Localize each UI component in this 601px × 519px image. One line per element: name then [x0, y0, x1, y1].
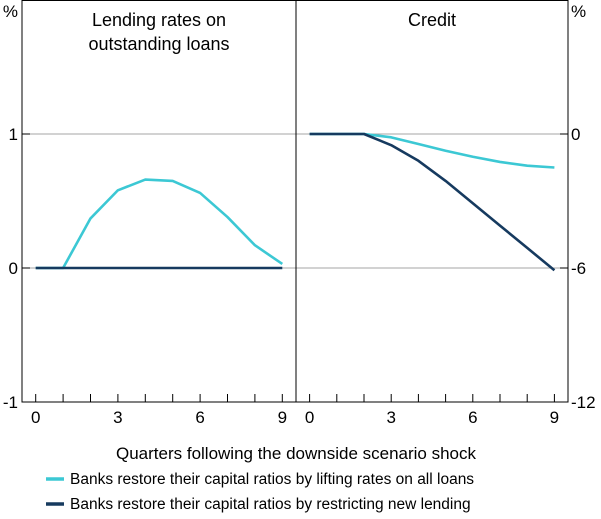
series-line-1 [309, 132, 555, 169]
y-tick-label: 0 [9, 259, 18, 278]
x-tick-label: 0 [31, 408, 40, 427]
x-tick-label: 3 [113, 408, 122, 427]
panel-title: Credit [408, 10, 456, 30]
panel-title: outstanding loans [88, 34, 229, 54]
x-tick-label: 9 [550, 408, 559, 427]
y-tick-label: 1 [9, 125, 18, 144]
x-tick-label: 9 [278, 408, 287, 427]
legend: Banks restore their capital ratios by li… [46, 471, 474, 513]
unit-label: % [571, 2, 586, 21]
y-tick-label: -12 [571, 393, 596, 412]
x-tick-label: 6 [468, 408, 477, 427]
x-tick-label: 3 [386, 408, 395, 427]
x-axis-label: Quarters following the downside scenario… [116, 444, 477, 463]
legend-label: Banks restore their capital ratios by re… [70, 496, 471, 513]
series-line-2 [309, 132, 556, 272]
legend-label: Banks restore their capital ratios by li… [70, 471, 474, 488]
panel-1: 0 3 6 9 -1 0 1% Lending rates on outstanding loa… [3, 2, 296, 427]
series-line-1 [35, 178, 284, 270]
panel-title: Lending rates on [92, 10, 226, 30]
plot-border [21, 0, 569, 403]
x-tick-label: 6 [195, 408, 204, 427]
y-tick-label: -6 [571, 259, 586, 278]
plot-frame [21, 0, 569, 403]
panel-2: 0 3 6 9 -12 -6 0% Credit [296, 2, 596, 427]
y-tick-label: 0 [571, 125, 580, 144]
unit-label: % [3, 2, 18, 21]
y-tick-label: -1 [3, 393, 18, 412]
x-tick-label: 0 [305, 408, 314, 427]
panels: 0 3 6 9 -1 0 1% Lending rates on outstanding loa… [3, 0, 596, 427]
